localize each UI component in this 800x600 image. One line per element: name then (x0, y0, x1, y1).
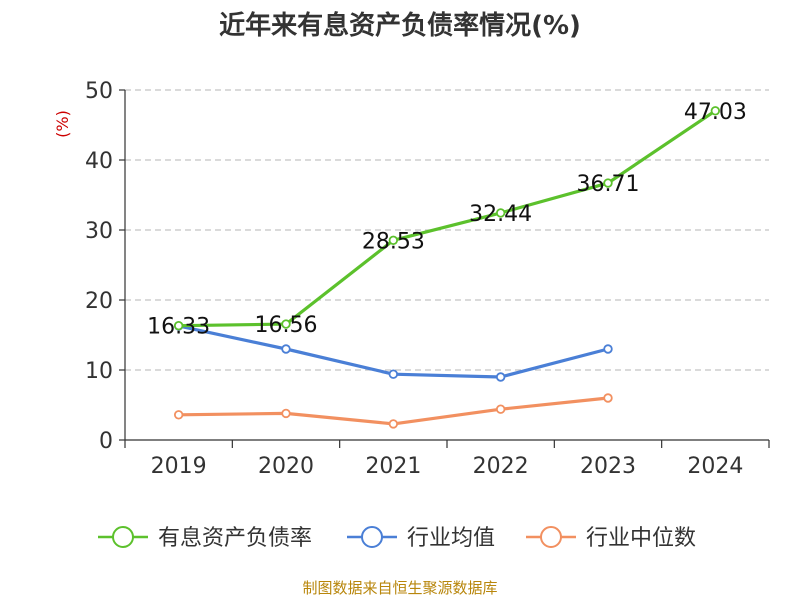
data-label: 47.03 (684, 100, 747, 125)
y-tick-label: 30 (85, 219, 113, 244)
y-tick-label: 50 (85, 79, 113, 104)
legend-marker (540, 526, 562, 548)
data-label: 32.44 (469, 202, 532, 227)
data-point[interactable] (281, 344, 291, 354)
x-tick-label: 2020 (258, 454, 314, 479)
x-tick-label: 2023 (580, 454, 636, 479)
legend-label: 有息资产负债率 (158, 526, 312, 551)
grid (125, 89, 769, 371)
y-axis-label: (%) (53, 110, 72, 138)
data-point[interactable] (281, 408, 291, 419)
x-tick-label: 2024 (687, 454, 743, 479)
legend-label: 行业均值 (407, 526, 495, 551)
legend[interactable]: 有息资产负债率 行业均值 行业中位数 (98, 526, 696, 551)
data-label: 16.56 (255, 313, 318, 338)
data-point[interactable] (281, 319, 291, 329)
series-layer (173, 106, 721, 429)
data-point[interactable] (495, 404, 506, 414)
data-point[interactable] (603, 393, 613, 403)
axes: 0 10 20 30 40 50 2019 2020 2021 2022 2023 2024 (85, 79, 770, 479)
data-point[interactable] (603, 344, 613, 354)
legend-item[interactable]: 有息资产负债率 (98, 526, 312, 551)
data-label: 36.71 (577, 172, 640, 197)
data-labels: 16.33 16.56 28.53 32.44 36.71 47.03 (147, 100, 747, 340)
series-line (178, 324, 609, 379)
data-point[interactable] (495, 208, 506, 218)
data-point[interactable] (603, 178, 613, 188)
data-point[interactable] (388, 235, 399, 245)
y-tick-label: 0 (99, 429, 113, 454)
data-label: 28.53 (362, 229, 425, 254)
legend-item[interactable]: 行业中位数 (526, 526, 696, 551)
series-line (178, 109, 717, 328)
legend-marker (112, 526, 134, 548)
x-tick-label: 2019 (151, 454, 207, 479)
data-point[interactable] (173, 410, 184, 420)
data-point[interactable] (710, 106, 721, 116)
x-tick-label: 2021 (365, 454, 421, 479)
y-tick-label: 40 (85, 149, 113, 174)
legend-item[interactable]: 行业均值 (347, 526, 495, 551)
legend-marker (361, 526, 383, 548)
chart-title: 近年来有息资产负债率情况(%) (219, 10, 581, 41)
source-note: 制图数据来自恒生聚源数据库 (302, 579, 497, 597)
data-point[interactable] (173, 320, 184, 331)
legend-label: 行业中位数 (586, 526, 696, 551)
y-tick-label: 10 (85, 359, 113, 384)
x-tick-label: 2022 (473, 454, 529, 479)
data-point[interactable] (495, 372, 506, 382)
data-point[interactable] (388, 369, 399, 379)
y-tick-label: 20 (85, 289, 113, 314)
data-point[interactable] (388, 419, 399, 429)
data-label: 16.33 (147, 315, 210, 340)
